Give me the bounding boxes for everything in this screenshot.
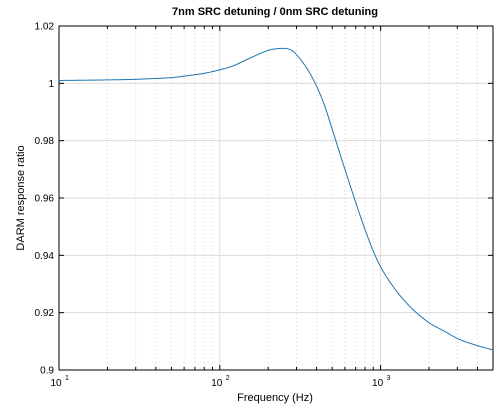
- x-tick-label: 10: [211, 378, 223, 389]
- y-tick-label: 0.96: [35, 194, 55, 205]
- axis-ticks: [58, 25, 494, 371]
- x-tick-label: 10: [50, 378, 62, 389]
- x-tick-exponent: 1: [65, 375, 69, 382]
- grid-lines: [59, 26, 494, 370]
- y-tick-label: 0.94: [35, 251, 55, 262]
- y-tick-label: 1: [48, 79, 54, 90]
- chart-title: 7nm SRC detuning / 0nm SRC detuning: [172, 6, 378, 18]
- y-tick-label: 0.98: [35, 136, 55, 147]
- y-tick-label: 1.02: [35, 22, 55, 33]
- series-line: [58, 47, 494, 351]
- x-tick-label: 10: [372, 378, 384, 389]
- x-axis-label: Frequency (Hz): [237, 392, 313, 404]
- y-tick-label: 0.9: [40, 366, 54, 377]
- x-tick-exponent: 2: [226, 375, 230, 382]
- y-tick-label: 0.92: [35, 308, 55, 319]
- y-axis-label: DARM response ratio: [15, 145, 27, 250]
- x-tick-exponent: 3: [387, 375, 391, 382]
